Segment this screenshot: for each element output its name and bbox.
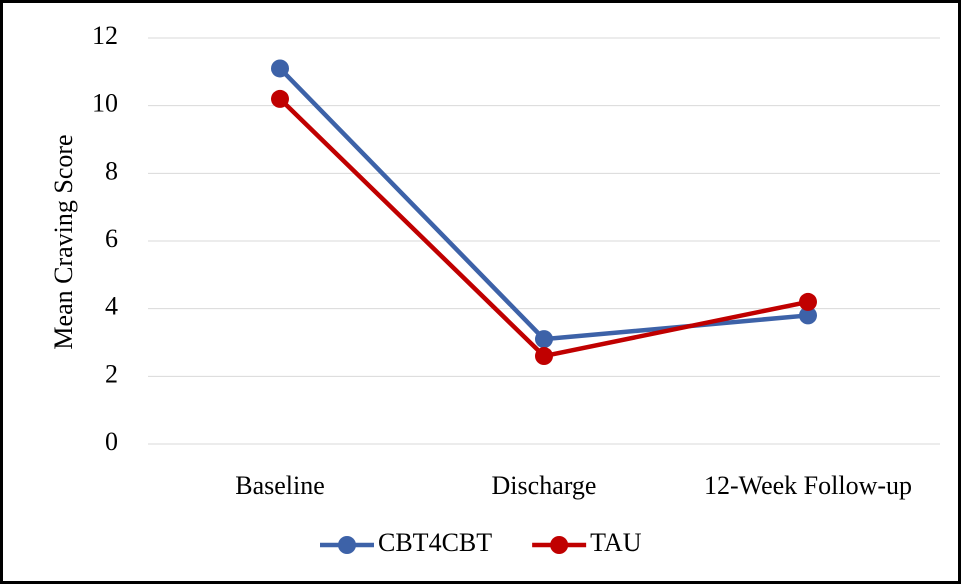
legend-marker xyxy=(338,536,356,554)
x-tick-label: Baseline xyxy=(235,471,325,500)
y-tick-label: 2 xyxy=(105,359,118,388)
legend-marker xyxy=(550,536,569,554)
data-point xyxy=(535,330,553,349)
y-tick-label: 0 xyxy=(105,427,118,456)
y-tick-label: 10 xyxy=(92,89,118,118)
y-tick-label: 12 xyxy=(92,21,118,50)
data-point xyxy=(271,89,289,108)
y-tick-label: 8 xyxy=(105,156,118,185)
data-point xyxy=(535,347,553,366)
x-tick-label: 12-Week Follow-up xyxy=(704,471,912,500)
data-point xyxy=(271,59,289,78)
y-tick-label: 6 xyxy=(105,224,118,253)
legend-label: TAU xyxy=(590,528,642,557)
legend-label: CBT4CBT xyxy=(378,528,492,557)
y-tick-label: 4 xyxy=(105,292,118,321)
data-point xyxy=(799,306,817,325)
x-tick-label: Discharge xyxy=(492,471,597,500)
y-axis-label: Mean Craving Score xyxy=(49,134,78,349)
data-point xyxy=(799,292,817,311)
